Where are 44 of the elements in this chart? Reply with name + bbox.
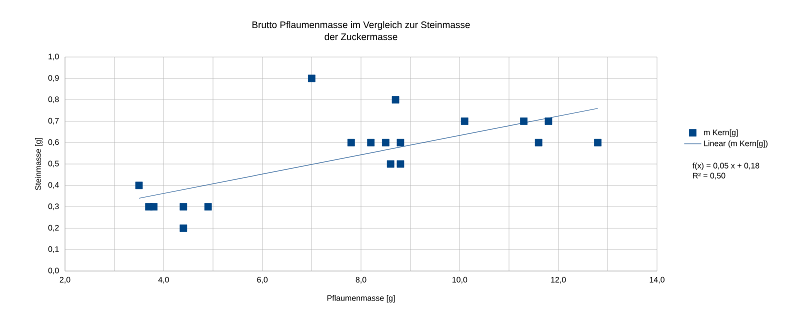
point	[180, 224, 188, 232]
x-tick-label: 10,0	[452, 276, 468, 284]
point	[520, 118, 528, 125]
point	[180, 203, 188, 210]
point	[392, 96, 400, 104]
y-tick-label: 0,6	[48, 139, 59, 146]
point	[544, 118, 552, 125]
point	[308, 74, 316, 82]
point	[347, 138, 355, 146]
y-axis-title: Steinmasse [g]	[35, 138, 42, 190]
point	[135, 182, 143, 190]
chart-title: Brutto Pflaumenmasse im Vergleich zur Steinmasse	[252, 21, 470, 30]
point	[367, 138, 375, 146]
chart-subtitle: der Zuckermasse	[324, 33, 398, 40]
legend-label: Linear (m Kern[g])	[704, 140, 768, 148]
point	[396, 160, 404, 168]
point	[386, 160, 394, 168]
x-axis-title: Pflaumenmasse [g]	[327, 295, 395, 302]
point	[396, 138, 404, 146]
x-tick-label: 6,0	[257, 276, 268, 284]
legend-label: m Kern[g]	[704, 129, 738, 137]
y-tick-label: 0,9	[48, 75, 59, 82]
point	[382, 138, 390, 146]
x-tick-label: 4,0	[158, 276, 169, 284]
y-tick-label: 0,4	[48, 182, 59, 189]
y-tick-label: 0,7	[48, 118, 59, 124]
point	[150, 203, 158, 210]
text: R² = 0,50	[693, 172, 726, 180]
point	[534, 138, 542, 146]
x-tick-label: 2,0	[60, 276, 70, 284]
text: f(x) = 0,05 x + 0,18	[692, 162, 760, 170]
y-tick-label: 0,8	[48, 96, 59, 104]
point	[460, 118, 468, 125]
point	[204, 203, 212, 210]
y-tick-label: 0,5	[48, 160, 59, 168]
point	[594, 138, 602, 146]
y-tick-label: 1,0	[48, 54, 59, 60]
y-tick-label: 0,3	[48, 204, 59, 210]
x-tick-label: 8,0	[356, 276, 366, 284]
y-tick-label: 0,2	[48, 224, 59, 232]
x-tick-label: 12,0	[551, 276, 566, 284]
x-tick-label: 14,0	[650, 276, 664, 284]
y-tick-label: 0,0	[48, 268, 59, 274]
y-tick-label: 0,1	[48, 246, 59, 253]
